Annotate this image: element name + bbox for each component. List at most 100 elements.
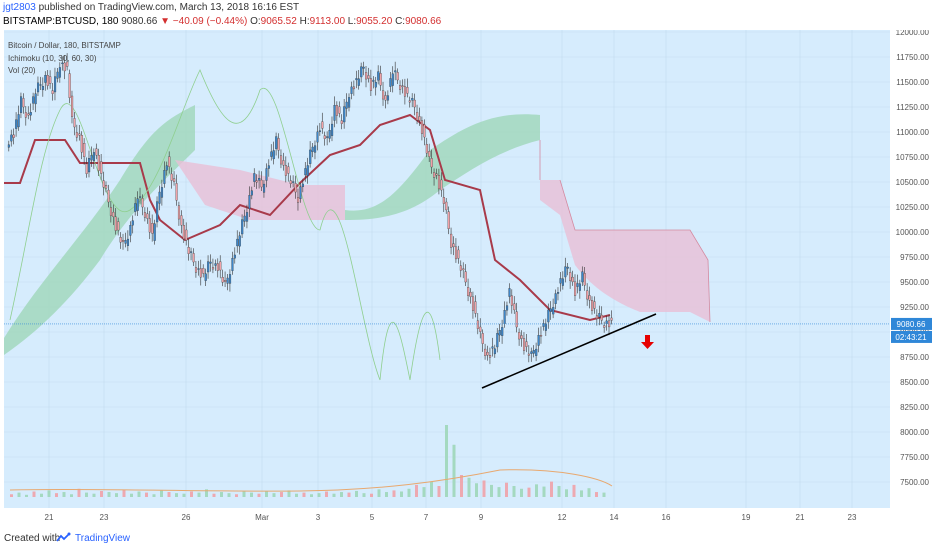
volume-bar [512,486,516,497]
candle-body [401,85,404,87]
candle-body [255,180,258,183]
candle-body [304,168,307,176]
close-label: C: [395,16,406,27]
volume-bar [40,493,43,497]
candle-body [413,99,416,108]
candle-body [219,261,222,271]
candle-body [549,308,552,312]
candle-body [374,81,377,88]
candle-body [566,266,569,269]
candle-body [481,333,484,344]
volume-bar [317,493,321,497]
candle-body [71,95,74,117]
candle-body [233,254,236,259]
candle-body [192,253,195,263]
volume-bar [32,491,36,497]
candle-body [540,335,543,337]
candle-body [280,155,283,165]
candle-body [321,121,324,129]
candle-body [503,310,506,324]
candle-body [100,161,103,174]
price-chart[interactable]: 12000.00 11750.00 11500.00 11250.00 11000.00… [0,30,932,526]
candle-body [224,280,227,282]
candle-body [199,268,202,278]
published-text: published on TradingView.com, March 13, … [38,2,300,13]
volume-bar [205,489,208,497]
price-tick-label: 11000.00 [896,128,929,137]
candle-body [24,112,27,118]
candle-body [258,178,261,181]
volume-bar [220,492,223,497]
candle-body [287,166,290,174]
volume-bar [280,492,283,497]
volume-bar [272,493,276,497]
candle-body [236,238,239,247]
candle-body [391,73,394,86]
candle-body [445,201,448,211]
candle-body [544,323,547,331]
candle-body [598,313,601,318]
time-tick-label: 16 [662,513,671,522]
candle-body [600,314,603,321]
candle-body [272,150,275,160]
candle-body [277,138,280,151]
candle-body [75,132,78,138]
cloud-green-2 [345,114,540,220]
volume-bar [160,490,163,497]
footer: Created with TradingView [0,526,932,550]
candle-body [136,198,139,211]
volume-bar [602,492,606,497]
candle-body [231,258,234,271]
time-tick-label: 19 [742,513,751,522]
candle-body [403,86,407,97]
price-axis[interactable]: 12000.00 11750.00 11500.00 11250.00 11000.00… [896,30,930,487]
volume-bar [415,484,418,497]
price-tick-label: 10000.00 [896,228,930,237]
candle-body [12,134,15,138]
candle-body [523,338,526,351]
ichimoku-cloud [4,105,711,355]
candle-body [605,320,608,324]
volume-bar [295,493,298,497]
time-tick-label: 14 [610,513,619,522]
candle-body [275,136,278,149]
candle-body [250,190,253,196]
volume-bar [475,483,478,497]
candle-body [554,293,557,304]
candle-body [331,123,334,136]
candle-body [564,266,567,278]
candle-body [248,195,251,209]
candle-body [80,135,83,153]
price-tick-label: 11500.00 [896,78,929,87]
username-link[interactable]: jgt2803 [3,2,36,13]
volume-bar [422,487,426,497]
time-axis[interactable]: 21 23 26 Mar 3 5 7 9 12 14 16 19 21 23 [45,513,857,522]
price-tick-label: 9250.00 [900,303,929,312]
price-tick-label: 8750.00 [900,353,929,362]
candle-body [267,165,270,169]
candle-body [491,346,494,349]
candle-body [19,96,23,113]
candle-body [593,301,596,309]
candle-body [508,288,511,297]
volume-bar [325,491,328,497]
candle-body [467,287,470,296]
price-tick-label: 8250.00 [900,403,929,412]
tradingview-brand-link[interactable]: TradingView [75,533,131,544]
candle-body [518,332,521,340]
volume-bar [535,484,538,497]
candle-body [95,148,98,156]
candle-body [56,71,59,79]
price-tick-label: 11750.00 [896,53,929,62]
price-tick-label: 10750.00 [896,153,930,162]
candle-body [343,106,346,123]
candle-body [382,90,385,100]
legend-title: Bitcoin / Dollar, 180, BITSTAMP [8,41,121,50]
candle-body [355,78,358,81]
candle-body [340,120,343,124]
candle-body [107,189,110,203]
candle-body [581,271,584,283]
candle-body [299,186,302,199]
candle-body [323,135,326,139]
trendline[interactable] [481,313,657,389]
